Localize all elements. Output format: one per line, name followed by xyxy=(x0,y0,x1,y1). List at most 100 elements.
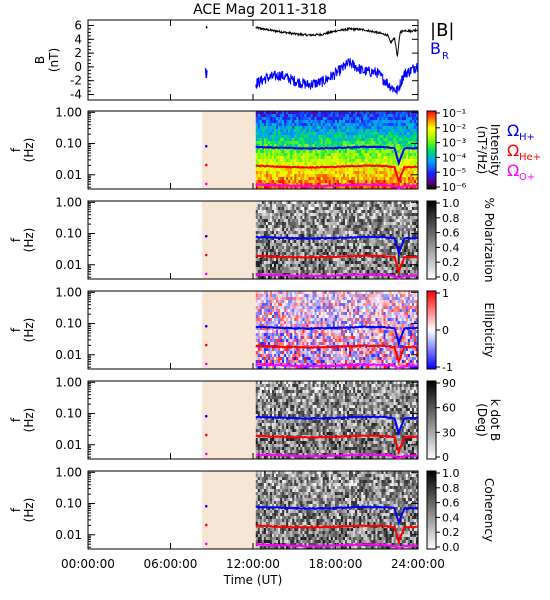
heatmap-cell xyxy=(316,246,320,250)
heatmap-cell xyxy=(290,240,293,244)
heatmap-cell xyxy=(288,186,291,190)
heatmap-cell xyxy=(389,129,393,133)
heatmap-cell xyxy=(334,204,338,208)
heatmap-cell xyxy=(387,117,391,121)
heatmap-cell xyxy=(257,330,261,334)
heatmap-cell xyxy=(355,135,358,139)
heatmap-cell xyxy=(306,117,309,121)
heatmap-cell xyxy=(255,258,259,262)
heatmap-cell xyxy=(365,228,368,232)
heatmap-cell xyxy=(276,249,279,253)
heatmap-cell xyxy=(375,270,378,274)
heatmap-cell xyxy=(342,129,346,133)
heatmap-cell xyxy=(294,261,297,265)
heatmap-cell xyxy=(407,201,411,205)
heatmap-cell xyxy=(255,138,259,142)
heatmap-cell xyxy=(363,261,366,265)
heatmap-cell xyxy=(381,255,384,259)
heatmap-cell xyxy=(393,114,397,118)
heatmap-cell xyxy=(326,117,330,121)
heatmap-cell xyxy=(271,315,275,319)
heatmap-cell xyxy=(349,159,352,163)
heatmap-cell xyxy=(393,234,397,238)
heatmap-cell xyxy=(255,324,259,328)
heatmap-cell xyxy=(363,138,366,142)
heatmap-cell xyxy=(269,171,273,175)
heatmap-cell xyxy=(353,171,356,175)
heatmap-cell xyxy=(306,177,309,181)
heatmap-cell xyxy=(393,207,397,211)
heatmap-cell xyxy=(336,120,340,124)
heatmap-cell xyxy=(276,312,279,316)
heatmap-cell xyxy=(340,213,344,217)
heatmap-cell xyxy=(361,246,364,250)
heatmap-cell xyxy=(330,246,334,250)
heatmap-cell xyxy=(330,153,334,157)
heatmap-cell xyxy=(369,150,372,154)
heatmap-cell xyxy=(359,111,362,115)
heatmap-cell xyxy=(265,144,269,148)
heatmap-cell xyxy=(257,210,261,214)
heatmap-cell xyxy=(310,135,313,139)
heatmap-cell xyxy=(413,213,417,217)
heatmap-cell xyxy=(292,180,295,184)
heatmap-cell xyxy=(282,261,285,265)
heatmap-cell xyxy=(369,135,372,139)
heatmap-cell xyxy=(282,297,285,301)
heatmap-cell xyxy=(409,225,413,229)
heatmap-cell xyxy=(292,360,295,364)
heatmap-cell xyxy=(397,123,401,127)
heatmap-cell xyxy=(276,207,279,211)
heatmap-cell xyxy=(407,171,411,175)
heatmap-cell xyxy=(363,174,366,178)
heatmap-cell xyxy=(320,219,324,223)
heatmap-cell xyxy=(413,150,417,154)
heatmap-cell xyxy=(363,213,366,217)
heatmap-cell xyxy=(308,186,311,190)
heatmap-cell xyxy=(381,210,384,214)
heatmap-cell xyxy=(405,159,409,163)
heatmap-cell xyxy=(379,111,382,115)
heatmap-cell xyxy=(286,114,289,118)
heatmap-cell xyxy=(336,153,340,157)
heatmap-cell xyxy=(338,249,342,253)
heatmap-cell xyxy=(369,153,372,157)
heatmap-cell xyxy=(296,276,299,280)
heatmap-cell xyxy=(373,243,376,247)
heatmap-cell xyxy=(377,126,380,130)
heatmap-cell xyxy=(304,339,307,343)
heatmap-cell xyxy=(320,177,324,181)
heatmap-cell xyxy=(298,306,301,310)
heatmap-cell xyxy=(286,291,289,295)
heatmap-cell xyxy=(261,330,265,334)
heatmap-cell xyxy=(332,264,336,268)
heatmap-cell xyxy=(383,258,386,262)
gyro-dot-h xyxy=(204,234,208,238)
heatmap-cell xyxy=(278,204,281,208)
heatmap-cell xyxy=(274,246,277,250)
heatmap-cell xyxy=(365,237,368,241)
heatmap-cell xyxy=(271,249,275,253)
heatmap-cell xyxy=(385,204,388,208)
heatmap-cell xyxy=(377,204,380,208)
heatmap-cell xyxy=(344,135,348,139)
heatmap-cell xyxy=(357,246,360,250)
heatmap-cell xyxy=(330,222,334,226)
heatmap-cell xyxy=(292,363,295,367)
heatmap-cell xyxy=(405,234,409,238)
heatmap-cell xyxy=(267,243,271,247)
heatmap-cell xyxy=(371,267,374,271)
heatmap-cell xyxy=(357,207,360,211)
heatmap-cell xyxy=(399,273,403,277)
heatmap-cell xyxy=(409,204,413,208)
heatmap-cell xyxy=(280,171,283,175)
heatmap-cell xyxy=(286,357,289,361)
heatmap-cell xyxy=(284,249,287,253)
heatmap-cell xyxy=(261,144,265,148)
heatmap-cell xyxy=(403,174,407,178)
heatmap-cell xyxy=(361,180,364,184)
heatmap-cell xyxy=(288,141,291,145)
heatmap-cell xyxy=(302,276,305,280)
heatmap-cell xyxy=(383,234,386,238)
heatmap-cell xyxy=(326,138,330,142)
